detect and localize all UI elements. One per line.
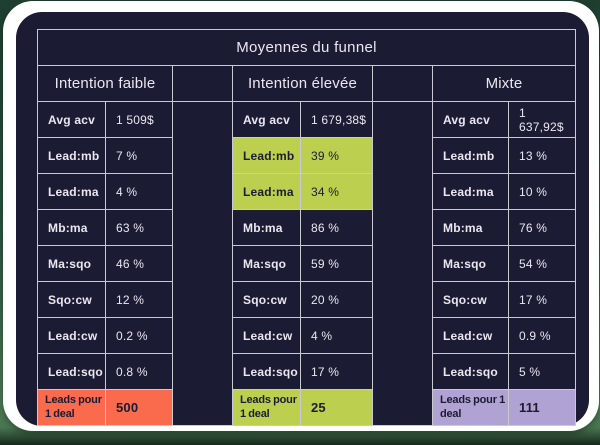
group-header-intention-elevee: Intention élevée [232, 65, 373, 102]
metric-row-avg-acv: Avg acv 1 509$ Avg acv 1 679,38$ Avg acv… [37, 101, 576, 426]
metric-value: 10 % [508, 173, 576, 210]
metric-value: 17 % [300, 353, 373, 390]
metric-value: 46 % [105, 245, 173, 282]
metric-value: 1 509$ [105, 101, 173, 138]
metric-value: 59 % [300, 245, 373, 282]
metric-value: 5 % [508, 353, 576, 390]
group-header-intention-faible: Intention faible [37, 65, 173, 102]
metric-label: Avg acv [232, 101, 301, 138]
metric-label: Lead:sqo [37, 353, 106, 390]
metric-row-lead-mb: Lead:mb 7 % Lead:mb 39 % Lead:mb 13 % [37, 137, 576, 174]
metric-label-highlighted: Leads pour 1 deal [232, 389, 301, 426]
metric-row-leads-pour-1-deal: Leads pour 1 deal 500 Leads pour 1 deal … [37, 389, 576, 426]
metric-label-highlighted: Leads pour 1 deal [432, 389, 509, 426]
metric-label: Avg acv [37, 101, 106, 138]
metric-label: Lead:cw [37, 317, 106, 354]
metric-value: 1 679,38$ [300, 101, 373, 138]
metric-value: 7 % [105, 137, 173, 174]
table-title: Moyennes du funnel [37, 29, 576, 66]
funnel-table: Moyennes du funnel Intention faible Inte… [37, 29, 576, 426]
metric-label: Ma:sqo [37, 245, 106, 282]
metric-label: Lead:ma [37, 173, 106, 210]
metric-label-highlighted: Lead:mb [232, 137, 301, 174]
metric-row-lead-sqo: Lead:sqo 0.8 % Lead:sqo 17 % Lead:sqo 5 … [37, 353, 576, 390]
metric-label: Lead:mb [432, 137, 509, 174]
funnel-panel: Moyennes du funnel Intention faible Inte… [16, 12, 589, 426]
spacer-cell [172, 65, 233, 102]
metric-value: 1 637,92$ [508, 101, 576, 138]
metric-value-highlighted: 39 % [300, 137, 373, 174]
metric-label: Lead:sqo [232, 353, 301, 390]
metric-value: 4 % [105, 173, 173, 210]
metric-label: Lead:ma [432, 173, 509, 210]
spacer-column [172, 101, 233, 426]
metric-label: Lead:mb [37, 137, 106, 174]
metric-value-highlighted: 111 [508, 389, 576, 426]
metric-value-highlighted: 25 [300, 389, 373, 426]
metric-row-ma-sqo: Ma:sqo 46 % Ma:sqo 59 % Ma:sqo 54 % [37, 245, 576, 282]
metric-value: 54 % [508, 245, 576, 282]
metric-value: 86 % [300, 209, 373, 246]
metric-label: Mb:ma [232, 209, 301, 246]
metric-label: Lead:cw [232, 317, 301, 354]
metric-label: Sqo:cw [37, 281, 106, 318]
metric-row-lead-ma: Lead:ma 4 % Lead:ma 34 % Lead:ma 10 % [37, 173, 576, 210]
metric-label-highlighted: Leads pour 1 deal [37, 389, 106, 426]
metric-row-mb-ma: Mb:ma 63 % Mb:ma 86 % Mb:ma 76 % [37, 209, 576, 246]
metric-label: Avg acv [432, 101, 509, 138]
metric-label-highlighted: Lead:ma [232, 173, 301, 210]
metric-label: Lead:cw [432, 317, 509, 354]
metric-value: 20 % [300, 281, 373, 318]
metric-label: Mb:ma [37, 209, 106, 246]
metric-value: 17 % [508, 281, 576, 318]
spacer-column [372, 101, 433, 426]
spacer-cell [372, 65, 433, 102]
metric-value: 0.2 % [105, 317, 173, 354]
group-header-row: Intention faible Intention élevée Mixte [37, 65, 576, 102]
metric-label: Lead:sqo [432, 353, 509, 390]
metric-value: 0.9 % [508, 317, 576, 354]
metric-label: Ma:sqo [232, 245, 301, 282]
metric-row-lead-cw: Lead:cw 0.2 % Lead:cw 4 % Lead:cw 0.9 % [37, 317, 576, 354]
metric-value: 4 % [300, 317, 373, 354]
metric-label: Sqo:cw [232, 281, 301, 318]
title-row: Moyennes du funnel [37, 29, 576, 66]
card: Moyennes du funnel Intention faible Inte… [3, 1, 599, 431]
metric-value: 63 % [105, 209, 173, 246]
metric-value-highlighted: 34 % [300, 173, 373, 210]
metric-value: 13 % [508, 137, 576, 174]
metric-value: 0.8 % [105, 353, 173, 390]
metric-value-highlighted: 500 [105, 389, 173, 426]
metric-label: Mb:ma [432, 209, 509, 246]
group-header-mixte: Mixte [432, 65, 576, 102]
metric-row-sqo-cw: Sqo:cw 12 % Sqo:cw 20 % Sqo:cw 17 % [37, 281, 576, 318]
metric-value: 12 % [105, 281, 173, 318]
metric-label: Ma:sqo [432, 245, 509, 282]
metric-label: Sqo:cw [432, 281, 509, 318]
metric-value: 76 % [508, 209, 576, 246]
